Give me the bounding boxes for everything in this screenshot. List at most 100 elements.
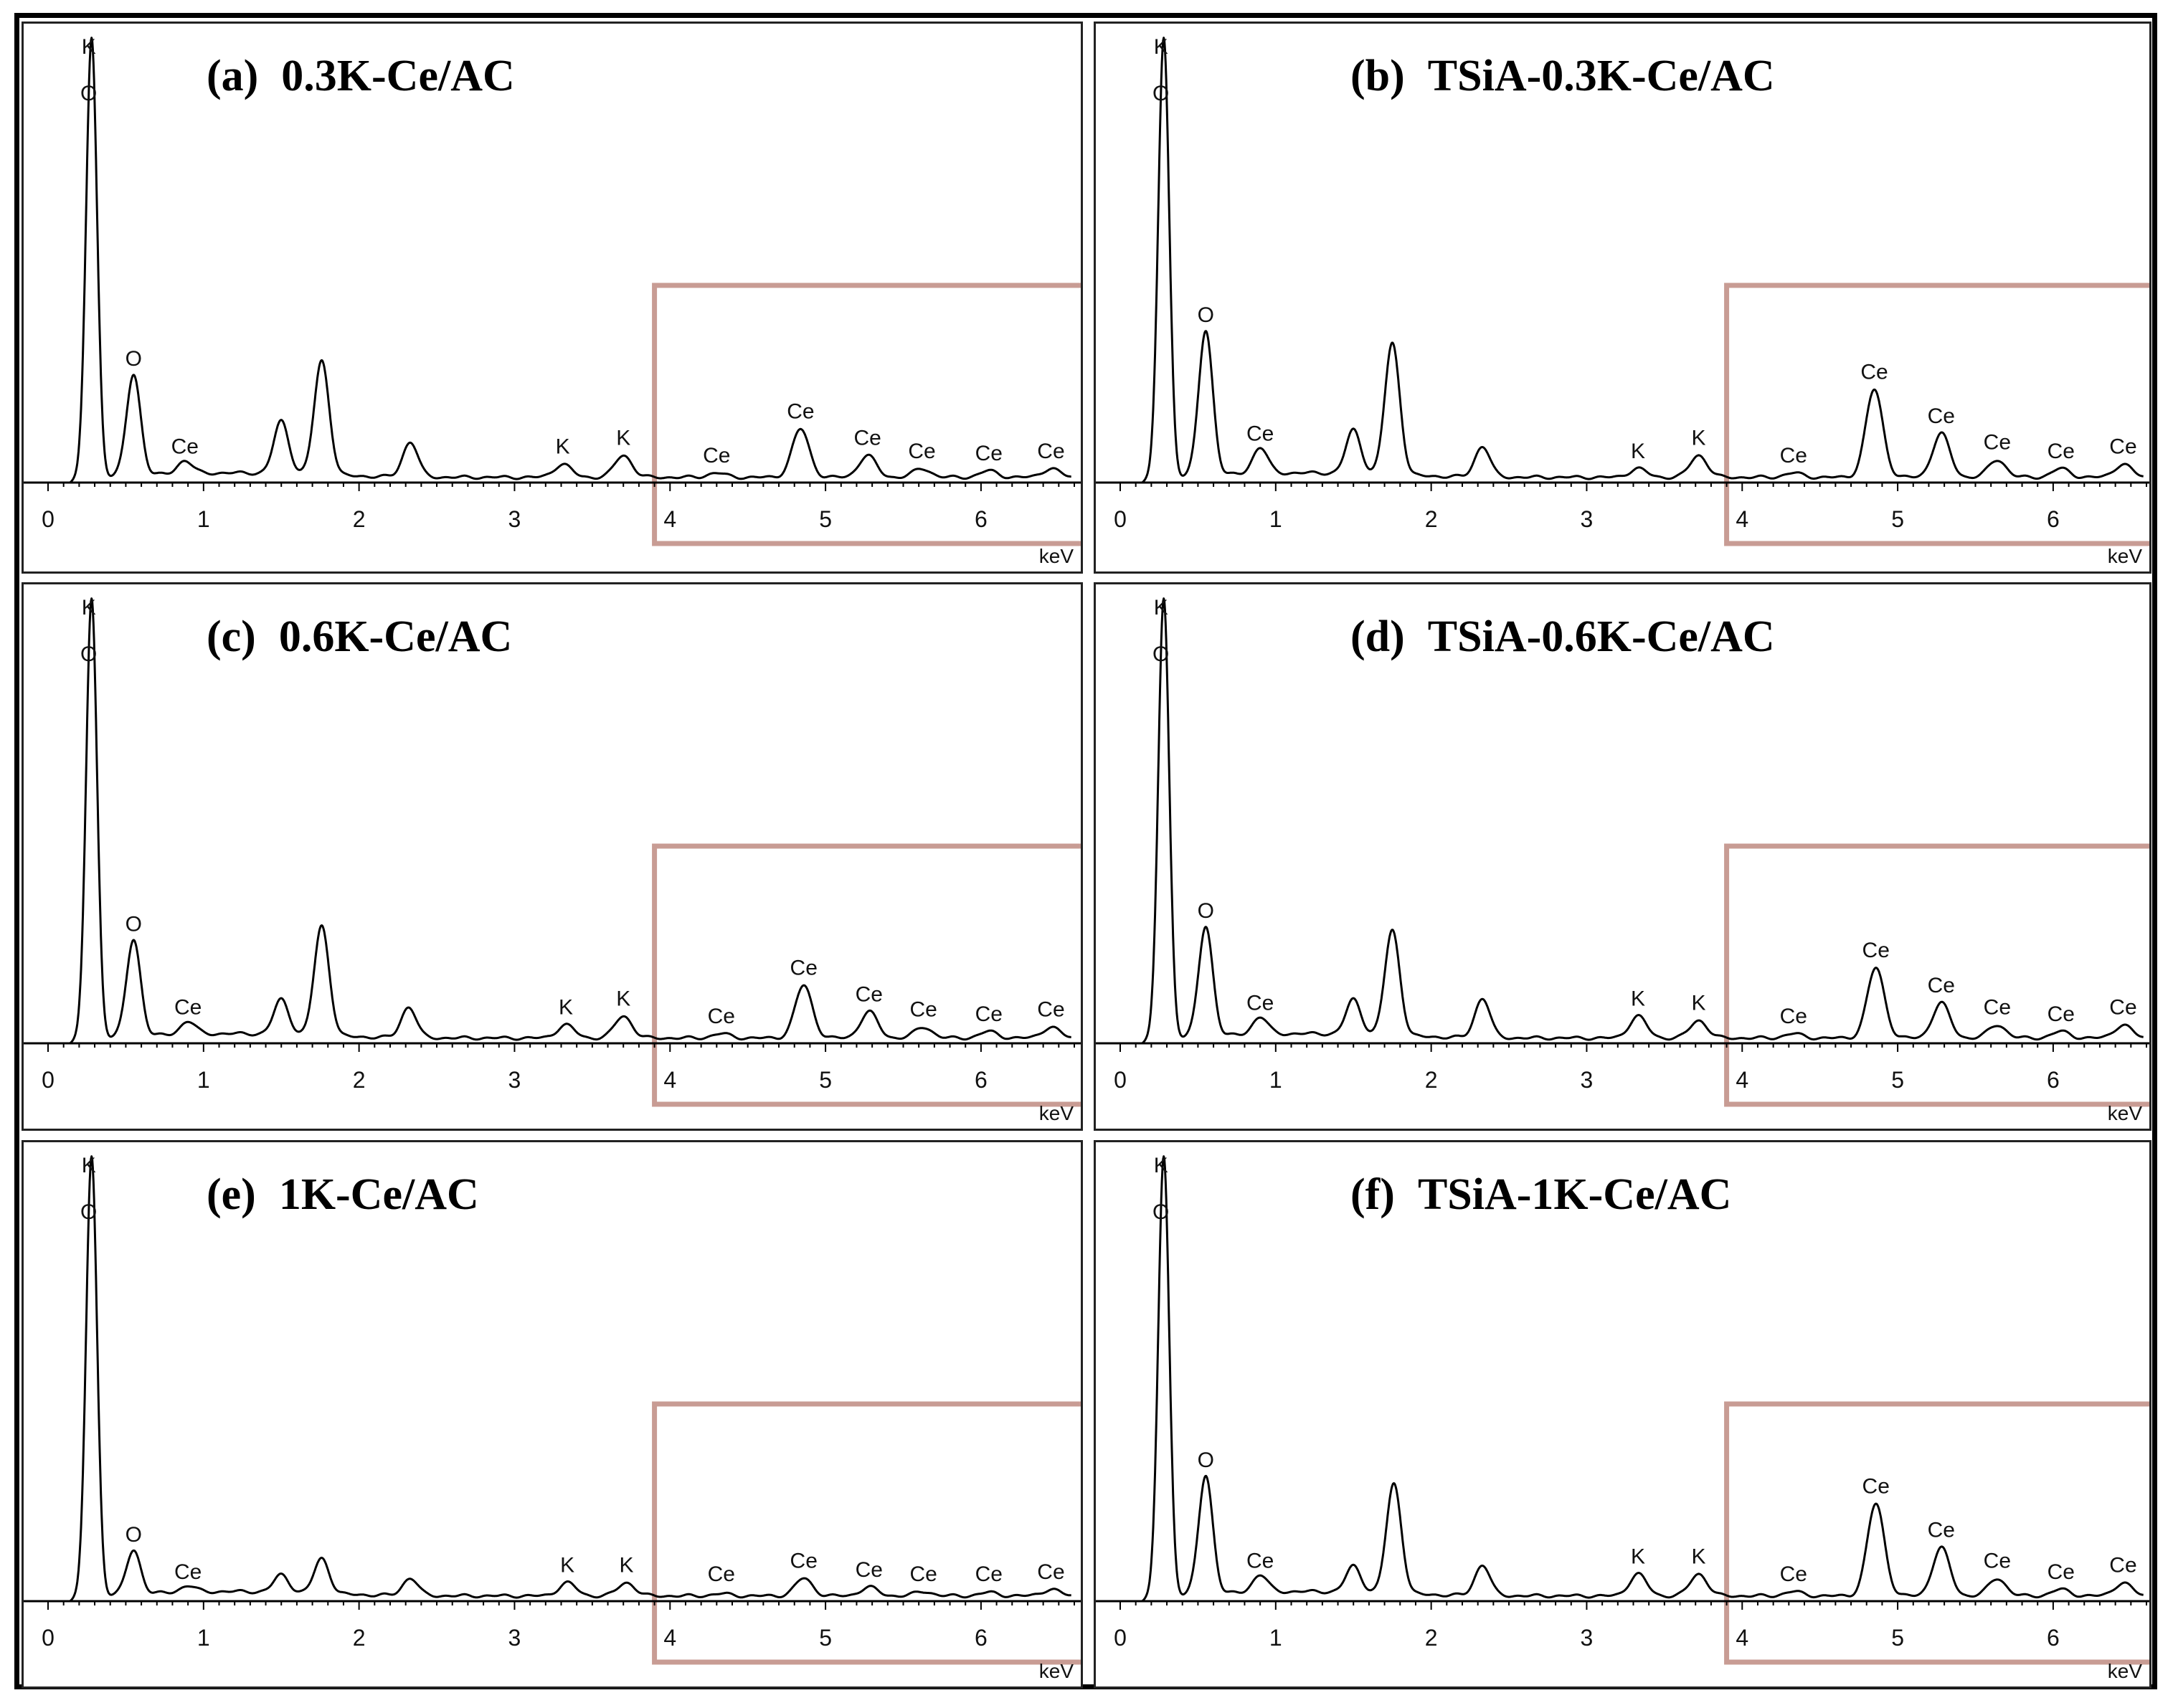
peak-label: Ce (1780, 1562, 1807, 1586)
peak-label: Ce (2109, 1554, 2136, 1577)
x-tick-label: 0 (1114, 506, 1127, 532)
x-tick-label: 4 (663, 1625, 676, 1651)
peak-label: Ce (703, 444, 730, 468)
spectrum-panel: (f) TSiA-1K-Ce/AC 0 1 2 3 4 5 6 keV K O O Ce K K Ce Ce Ce C… (1094, 1140, 2151, 1689)
x-unit-label: keV (1039, 1102, 1074, 1124)
panel-title: (b) TSiA-0.3K-Ce/AC (1350, 51, 1775, 102)
peak-label: O (80, 82, 97, 105)
peak-label: Ce (708, 1005, 735, 1028)
peak-label: O (126, 347, 142, 371)
peak-label: K (1692, 1545, 1706, 1568)
x-unit-label: keV (1039, 1660, 1074, 1682)
x-tick-label: 6 (2047, 1067, 2060, 1093)
sample-name: TSiA-0.6K-Ce/AC (1427, 612, 1775, 661)
x-tick-label: 6 (2047, 506, 2060, 532)
peak-label: K (616, 987, 630, 1010)
peak-label: Ce (856, 982, 883, 1006)
sample-name: 0.6K-Ce/AC (278, 612, 513, 661)
x-tick-label: 4 (1736, 1625, 1748, 1651)
x-tick-label: 5 (819, 506, 832, 532)
peak-label: O (80, 1200, 97, 1224)
panel-title: (c) 0.6K-Ce/AC (207, 612, 512, 663)
x-tick-label: 1 (197, 506, 210, 532)
x-tick-label: 5 (819, 1625, 832, 1651)
spectrum-panel: (c) 0.6K-Ce/AC 0 1 2 3 4 5 6 keV K O O Ce K K Ce Ce Ce Ce Ce… (22, 582, 1083, 1131)
peak-label: O (1198, 303, 1214, 327)
peak-label: Ce (2109, 435, 2136, 459)
peak-label: Ce (174, 1560, 202, 1584)
x-tick-label: 4 (1736, 506, 1748, 532)
panel-title: (f) TSiA-1K-Ce/AC (1350, 1169, 1731, 1220)
peak-label: Ce (1037, 440, 1064, 463)
peak-label: K (82, 35, 96, 59)
peak-label: Ce (1862, 939, 1890, 962)
peak-label: O (126, 1523, 142, 1547)
x-tick-label: 6 (975, 1625, 988, 1651)
x-tick-label: 4 (1736, 1067, 1748, 1093)
spectrum-panel: (b) TSiA-0.3K-Ce/AC 0 1 2 3 4 5 6 keV K O O Ce K K Ce Ce C… (1094, 22, 2151, 574)
x-tick-label: 6 (2047, 1625, 2060, 1651)
x-tick-label: 0 (42, 1625, 55, 1651)
peak-label: Ce (1246, 422, 1274, 445)
peak-label: K (82, 596, 96, 620)
x-tick-label: 3 (508, 1625, 521, 1651)
peak-label: O (1152, 642, 1169, 666)
x-tick-label: 4 (663, 506, 676, 532)
peak-label: Ce (790, 1550, 818, 1573)
x-unit-label: keV (1039, 545, 1074, 567)
peak-label: K (560, 1554, 574, 1577)
peak-label: Ce (1928, 1519, 1955, 1542)
x-tick-label: 5 (1891, 506, 1904, 532)
spectrum-panel: (d) TSiA-0.6K-Ce/AC 0 1 2 3 4 5 6 keV K O O Ce K K Ce Ce C… (1094, 582, 2151, 1131)
peak-label: K (1154, 35, 1168, 59)
peak-label: K (1631, 1545, 1645, 1568)
peak-label: O (1198, 1448, 1214, 1472)
spectrum-line (66, 1155, 1072, 1603)
highlight-box (1724, 283, 2149, 546)
figure-frame (14, 13, 2157, 1689)
highlight-box (1724, 843, 2149, 1107)
spectrum-panel: (e) 1K-Ce/AC 0 1 2 3 4 5 6 keV K O O Ce K K Ce Ce Ce Ce Ce Ce (22, 1140, 1083, 1689)
x-tick-label: 1 (197, 1067, 210, 1093)
panel-title: (d) TSiA-0.6K-Ce/AC (1350, 612, 1775, 663)
peak-label: Ce (708, 1562, 735, 1586)
peak-label: Ce (975, 1002, 1003, 1026)
peak-label: O (1152, 82, 1169, 105)
peak-label: K (620, 1554, 634, 1577)
sample-name: 0.3K-Ce/AC (281, 52, 515, 100)
peak-label: K (1631, 987, 1645, 1010)
x-tick-label: 0 (42, 1067, 55, 1093)
peak-label: Ce (1928, 974, 1955, 997)
spectrum-line (1138, 1155, 2144, 1603)
x-tick-label: 2 (353, 506, 366, 532)
highlight-box (652, 283, 1081, 546)
peak-label: O (126, 912, 142, 936)
peak-label: Ce (975, 1562, 1003, 1586)
panel-label: (c) (207, 612, 256, 661)
peak-label: Ce (1862, 1474, 1890, 1498)
peak-label: Ce (1984, 996, 2011, 1020)
peak-label: Ce (910, 1562, 937, 1586)
spectrum-line (66, 37, 1072, 484)
peak-label: Ce (171, 435, 199, 459)
x-tick-label: 3 (1581, 1625, 1594, 1651)
x-tick-label: 3 (508, 1067, 521, 1093)
x-tick-label: 2 (353, 1625, 366, 1651)
peak-label: Ce (1860, 361, 1888, 384)
x-tick-label: 3 (1581, 1067, 1594, 1093)
panel-label: (a) (207, 52, 259, 100)
peak-label: K (1631, 440, 1645, 463)
peak-label: Ce (1246, 992, 1274, 1015)
x-tick-label: 6 (975, 506, 988, 532)
peak-label: Ce (174, 996, 202, 1020)
x-tick-label: 2 (1425, 1067, 1438, 1093)
peak-label: K (616, 426, 630, 450)
peak-label: Ce (2047, 1560, 2075, 1584)
highlight-box (1724, 1401, 2149, 1665)
x-tick-label: 5 (1891, 1067, 1904, 1093)
peak-label: Ce (787, 400, 814, 424)
